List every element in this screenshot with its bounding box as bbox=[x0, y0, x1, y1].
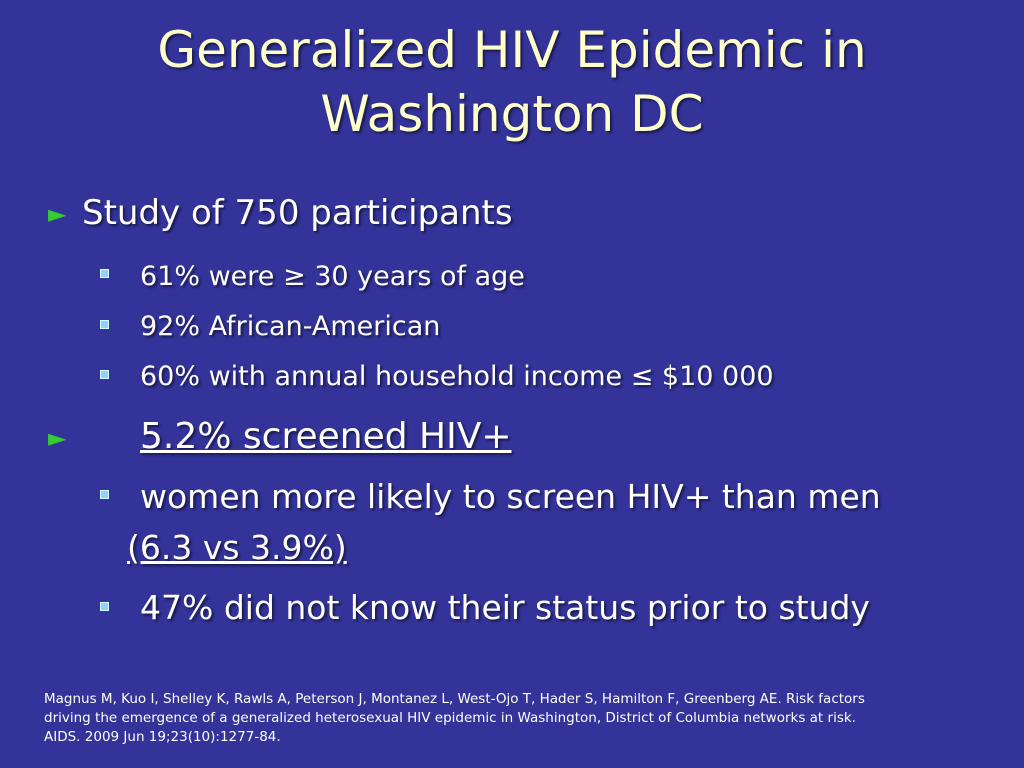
slide-title-line-2: Washington DC bbox=[320, 85, 704, 143]
bullet-screened-hiv: 5.2% screened HIV+ bbox=[140, 416, 512, 457]
light-blue-square-bullet-icon bbox=[100, 490, 109, 499]
citation: Magnus M, Kuo I, Shelley K, Rawls A, Pet… bbox=[44, 690, 994, 747]
citation-line-3: AIDS. 2009 Jun 19;23(10):1277-84. bbox=[44, 729, 281, 745]
sub-bullet-did-not-know-status: 47% did not know their status prior to s… bbox=[140, 588, 870, 627]
light-blue-square-bullet-icon bbox=[100, 320, 109, 329]
citation-line-2: driving the emergence of a generalized h… bbox=[44, 710, 856, 726]
light-blue-square-bullet-icon bbox=[100, 269, 109, 278]
bullet-study-participants: Study of 750 participants bbox=[82, 193, 513, 233]
green-triangle-bullet-icon: ► bbox=[48, 424, 67, 452]
sub-bullet-african-american: 92% African-American bbox=[140, 311, 441, 342]
slide-content: ► Study of 750 participants 61% were ≥ 3… bbox=[48, 193, 881, 627]
sub-bullet-age: 61% were ≥ 30 years of age bbox=[140, 261, 525, 292]
slide-title: Generalized HIV Epidemic in Washington D… bbox=[60, 18, 964, 146]
sub-bullet-women-more-likely: women more likely to screen HIV+ than me… bbox=[140, 477, 881, 516]
citation-line-1: Magnus M, Kuo I, Shelley K, Rawls A, Pet… bbox=[44, 691, 865, 707]
green-triangle-bullet-icon: ► bbox=[48, 200, 67, 228]
light-blue-square-bullet-icon bbox=[100, 370, 109, 379]
sub-bullet-income: 60% with annual household income ≤ $10 0… bbox=[140, 361, 774, 392]
sub-bullet-women-rates: (6.3 vs 3.9%) bbox=[127, 528, 347, 567]
light-blue-square-bullet-icon bbox=[100, 602, 109, 611]
slide-title-line-1: Generalized HIV Epidemic in bbox=[157, 21, 867, 79]
